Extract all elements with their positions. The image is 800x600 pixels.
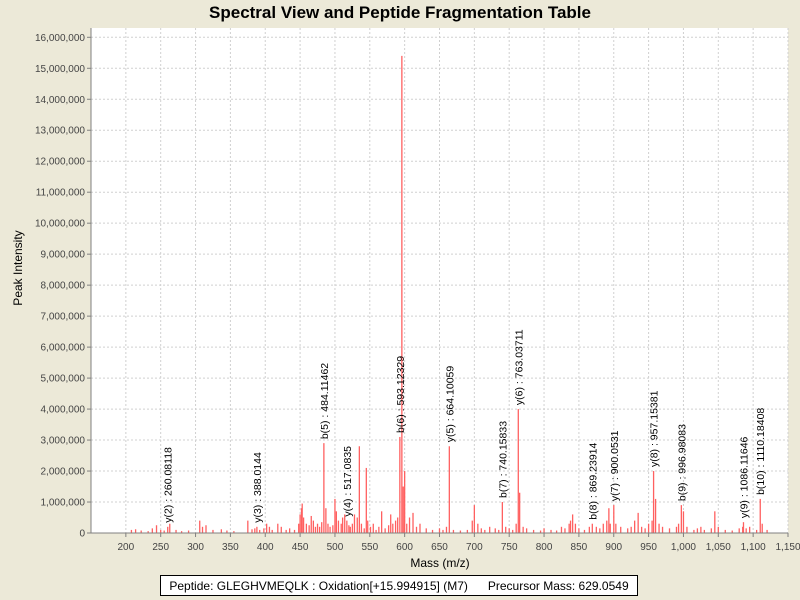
peak-annotation: y(6) : 763.03711	[513, 329, 525, 405]
y-tick-label: 1,000,000	[41, 498, 86, 509]
peak-annotation: b(8) : 869.23914	[587, 442, 599, 519]
peak-annotation: b(7) : 740.15833	[497, 421, 509, 498]
x-axis-label: Mass (m/z)	[410, 556, 469, 570]
x-tick-label: 300	[187, 542, 204, 553]
x-tick-label: 800	[536, 542, 553, 553]
peak-annotation: b(9) : 996.98083	[676, 424, 688, 501]
y-tick-label: 7,000,000	[41, 312, 86, 323]
x-tick-label: 750	[501, 542, 518, 553]
x-tick-label: 550	[361, 542, 378, 553]
peak-annotation: b(6) : 593.12329	[395, 356, 407, 433]
x-tick-label: 1,000	[671, 542, 696, 553]
x-tick-label: 950	[640, 542, 657, 553]
y-tick-label: 12,000,000	[35, 157, 85, 168]
peak-annotation: y(8) : 957.15381	[649, 390, 661, 467]
y-tick-label: 8,000,000	[41, 281, 86, 292]
x-tick-label: 350	[222, 542, 239, 553]
y-tick-label: 2,000,000	[41, 467, 86, 478]
peak-annotation: b(5) : 484.11462	[319, 363, 331, 439]
y-tick-label: 3,000,000	[41, 436, 86, 447]
y-tick-label: 16,000,000	[35, 33, 85, 44]
x-tick-label: 400	[257, 542, 274, 553]
precursor-mass-label: Precursor Mass: 629.0549	[487, 578, 629, 593]
peak-annotations: y(2) : 260.08118 y(3) : 388.0144 b(5) : 48…	[163, 329, 768, 523]
y-tick-label: 0	[79, 529, 85, 540]
y-tick-label: 10,000,000	[35, 219, 85, 230]
peptide-label: Peptide: GLEGHVMEQLK : Oxidation[+15.994…	[169, 578, 468, 593]
x-tick-label: 900	[605, 542, 622, 553]
grid-lines	[91, 28, 789, 534]
peak-annotation: y(7) : 900.0531	[609, 430, 621, 501]
x-tick-label: 600	[396, 542, 413, 553]
chart-title: Spectral View and Peptide Fragmentation …	[209, 3, 591, 22]
x-tick-label: 850	[571, 542, 588, 553]
peak-annotation: y(3) : 388.0144	[252, 452, 264, 523]
x-tick-label: 200	[118, 542, 135, 553]
y-tick-label: 6,000,000	[41, 343, 86, 354]
legend-box: Peptide: GLEGHVMEQLK : Oxidation[+15.994…	[160, 575, 638, 596]
peak-annotation: y(2) : 260.08118	[163, 447, 175, 523]
peak-annotation: y(5) : 664.10059	[444, 366, 456, 443]
y-tick-label: 15,000,000	[35, 64, 85, 75]
x-tick-label: 450	[292, 542, 309, 553]
y-tick-label: 9,000,000	[41, 250, 86, 261]
y-tick-label: 13,000,000	[35, 126, 85, 137]
peak-annotation: y(4) : 517.0835	[342, 446, 354, 517]
axes: 200 250 300 350 400 450 500 550 600 650 700 750 800 8…	[35, 28, 800, 553]
x-tick-label: 250	[152, 542, 169, 553]
x-tick-label: 700	[466, 542, 483, 553]
x-tick-label: 1,100	[741, 542, 766, 553]
y-tick-label: 11,000,000	[36, 188, 86, 199]
y-tick-label: 14,000,000	[35, 95, 85, 106]
x-tick-label: 500	[327, 542, 344, 553]
y-tick-label: 5,000,000	[41, 374, 86, 385]
y-tick-label: 4,000,000	[41, 405, 86, 416]
x-tick-label: 650	[431, 542, 448, 553]
x-tick-label: 1,150	[775, 542, 800, 553]
x-tick-label: 1,050	[706, 542, 731, 553]
peak-annotation: y(9) : 1086.11646	[738, 436, 750, 518]
y-axis-label: Peak Intensity	[11, 230, 25, 305]
peak-annotation: b(10) : 1110.18408	[755, 408, 767, 495]
